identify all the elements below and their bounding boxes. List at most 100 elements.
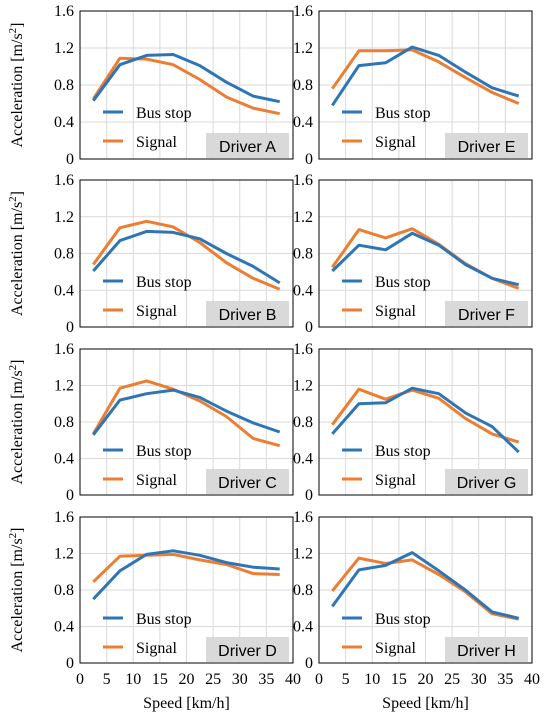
y-tick-label: 1.6 (54, 509, 74, 526)
driver-label-box (445, 469, 528, 494)
series-line-bus-stop (92, 388, 281, 436)
plot-frame (318, 348, 533, 496)
y-tick-label: 0.8 (293, 77, 313, 94)
legend-label-signal: Signal (375, 472, 416, 489)
legend-label-bus-stop: Bus stop (136, 611, 192, 628)
driver-label-box (206, 637, 289, 662)
legend-label-signal: Signal (136, 472, 177, 489)
series-line-bus-stop (92, 53, 281, 104)
panel-driver-a: 0 0.4 0.8 1.2 1.6 Bus stop Signal Driver A Accel… (7, 3, 294, 168)
y-tick-label: 0 (305, 151, 313, 168)
series-line-bus-stop (331, 231, 520, 287)
y-tick-label: 1.2 (293, 378, 313, 395)
x-tick-label: 35 (497, 671, 513, 688)
x-axis-label: Speed [km/h] (143, 695, 230, 712)
legend-label-signal: Signal (375, 134, 416, 151)
x-tick-label: 5 (342, 671, 350, 688)
x-tick-label: 25 (444, 671, 460, 688)
legend-label-bus-stop: Bus stop (136, 443, 192, 460)
legend-label-bus-stop: Bus stop (375, 443, 431, 460)
legend-label-bus-stop: Bus stop (375, 105, 431, 122)
y-tick-label: 1.2 (54, 546, 74, 563)
y-tick-label: 0.8 (293, 246, 313, 263)
y-tick-label: 1.6 (293, 509, 313, 526)
y-tick-label: 0.8 (293, 582, 313, 599)
y-tick-label: 1.6 (54, 341, 74, 358)
y-tick-label: 0 (305, 487, 313, 504)
y-tick-label: 1.2 (54, 40, 74, 57)
x-tick-label: 30 (232, 671, 248, 688)
x-tick-label: 40 (285, 671, 301, 688)
plot-frame (79, 516, 294, 664)
panel-driver-e: 0 0.4 0.8 1.2 1.6 Bus stop Signal Driver E (293, 3, 533, 168)
x-tick-label: 40 (524, 671, 540, 688)
plot-frame (318, 516, 533, 664)
y-tick-label: 0 (66, 655, 74, 672)
x-tick-label: 30 (471, 671, 487, 688)
panel-driver-c: 0 0.4 0.8 1.2 1.6 Bus stop Signal Driver C Accel… (7, 341, 294, 504)
y-tick-label: 0 (305, 655, 313, 672)
plot-frame (79, 10, 294, 160)
plot-frame (318, 179, 533, 328)
y-tick-label: 0 (66, 487, 74, 504)
y-tick-label: 0.4 (293, 114, 313, 131)
y-tick-label: 0.4 (54, 451, 74, 468)
driver-label: Driver E (458, 139, 516, 156)
plot-frame (79, 348, 294, 496)
series-line-bus-stop (331, 45, 520, 107)
legend-label-signal: Signal (136, 134, 177, 151)
y-tick-label: 1.6 (293, 3, 313, 20)
driver-label-box (445, 301, 528, 326)
panel-driver-d: 0 0.4 0.8 1.2 1.6 Bus stop Signal Driver D 0 5 10 1… (7, 509, 301, 712)
driver-label: Driver C (218, 475, 277, 492)
y-tick-label: 1.2 (293, 546, 313, 563)
panel-driver-f: 0 0.4 0.8 1.2 1.6 Bus stop Signal Driver F (293, 172, 533, 336)
y-tick-label: 1.2 (54, 378, 74, 395)
driver-label-box (445, 133, 528, 158)
series-line-bus-stop (331, 551, 520, 620)
y-tick-label: 1.2 (293, 40, 313, 57)
x-axis-label: Speed [km/h] (382, 695, 469, 712)
plot-frame (79, 179, 294, 328)
series-line-signal (92, 56, 281, 116)
x-tick-label: 25 (205, 671, 221, 688)
x-tick-label: 20 (179, 671, 195, 688)
x-tick-label: 10 (125, 671, 141, 688)
x-tick-label: 20 (418, 671, 434, 688)
y-tick-label: 0.4 (54, 619, 74, 636)
series-line-signal (92, 552, 280, 583)
y-tick-label: 1.2 (54, 209, 74, 226)
y-tick-label: 0.8 (54, 77, 74, 94)
driver-label: Driver H (457, 643, 516, 660)
plot-frame (318, 10, 533, 160)
legend-label-bus-stop: Bus stop (136, 274, 192, 291)
legend-label-signal: Signal (136, 640, 177, 657)
x-tick-label: 0 (76, 671, 84, 688)
y-tick-label: 0.8 (54, 414, 74, 431)
driver-label: Driver F (458, 307, 515, 324)
series-line-bus-stop (92, 229, 281, 285)
panel-driver-h: 0 0.4 0.8 1.2 1.6 Bus stop Signal Driver H 0 5 10 1… (293, 509, 540, 712)
driver-label-box (206, 301, 289, 326)
panel-driver-g: 0 0.4 0.8 1.2 1.6 Bus stop Signal Driver G (293, 341, 533, 504)
legend-label-bus-stop: Bus stop (375, 274, 431, 291)
y-tick-label: 0.4 (293, 451, 313, 468)
y-axis-label: Acceleration [m/s2] (7, 191, 26, 316)
y-tick-label: 0 (66, 319, 74, 336)
driver-label-box (206, 133, 289, 158)
x-tick-label: 10 (364, 671, 380, 688)
y-tick-label: 0.8 (54, 582, 74, 599)
y-tick-label: 0.4 (293, 619, 313, 636)
y-tick-label: 0.4 (54, 282, 74, 299)
series-line-signal (331, 387, 520, 444)
y-axis-label: Acceleration [m/s2] (7, 528, 26, 653)
driver-label: Driver A (219, 139, 276, 156)
y-axis-label: Acceleration [m/s2] (7, 23, 26, 148)
driver-label-box (445, 637, 528, 662)
driver-label: Driver D (218, 643, 277, 660)
y-tick-label: 1.6 (293, 172, 313, 189)
x-tick-label: 15 (391, 671, 407, 688)
panel-driver-b: 0 0.4 0.8 1.2 1.6 Bus stop Signal Driver B Accel… (7, 172, 294, 336)
driver-label: Driver B (219, 307, 277, 324)
